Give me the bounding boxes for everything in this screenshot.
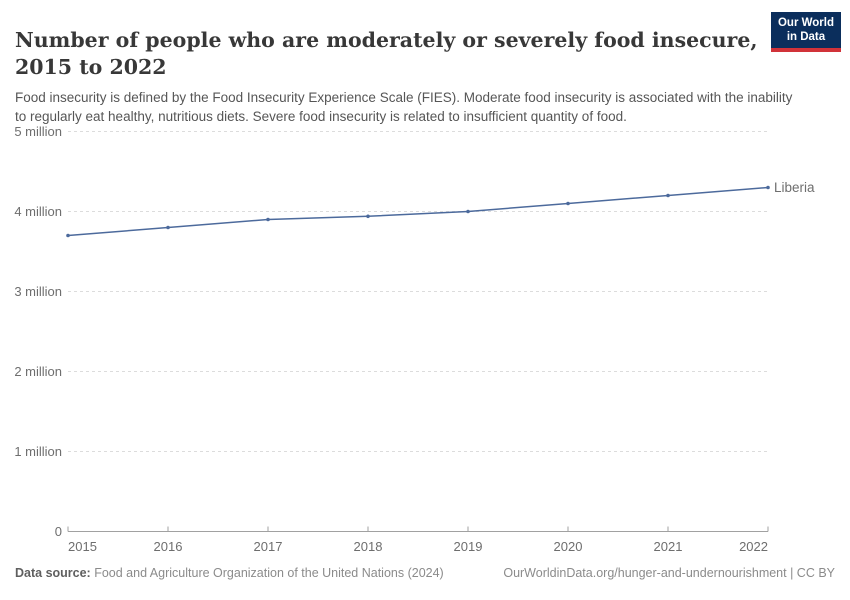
x-tick-label-2018: 2018 [354, 539, 383, 554]
data-source-text: Food and Agriculture Organization of the… [90, 566, 444, 580]
page-title-line2: 2015 to 2022 [15, 54, 167, 79]
data-point-2018[interactable] [366, 214, 370, 219]
data-point-2017[interactable] [266, 217, 270, 222]
data-point-2016[interactable] [166, 225, 170, 230]
y-tick-label: 0 [55, 524, 62, 539]
series-line-liberia[interactable] [67, 186, 769, 237]
owid-logo-line2: in Data [786, 30, 826, 43]
data-source: Data source: Food and Agriculture Organi… [15, 566, 444, 581]
x-tick-label-2016: 2016 [154, 539, 183, 554]
series-label[interactable]: Liberia [774, 180, 815, 195]
owid-logo[interactable]: Our World in Data [770, 12, 841, 52]
data-point-2015[interactable] [66, 233, 70, 238]
y-tick-label: 3 million [14, 284, 62, 299]
data-point-2022[interactable] [766, 185, 770, 190]
chart-subtitle: Food insecurity is defined by the Food I… [15, 89, 793, 125]
x-tick-label-2019: 2019 [454, 539, 483, 554]
y-tick-label: 2 million [14, 364, 62, 379]
x-tick-label-2021: 2021 [654, 539, 683, 554]
x-tick-label-2015: 2015 [68, 539, 97, 554]
chart-footer: Data source: Food and Agriculture Organi… [15, 566, 835, 581]
data-point-2021[interactable] [666, 193, 670, 198]
page-title: Number of people who are moderately or s… [15, 27, 758, 81]
x-tick-label-2017: 2017 [254, 539, 283, 554]
data-point-2019[interactable] [466, 209, 470, 214]
x-tick-label-2020: 2020 [554, 539, 583, 554]
x-tick-label-2022: 2022 [739, 539, 768, 554]
y-tick-label: 1 million [14, 444, 62, 459]
owid-logo-line1: Our World [777, 17, 834, 29]
attribution-link[interactable]: OurWorldinData.org/hunger-and-undernouri… [503, 566, 835, 580]
y-tick-label: 5 million [14, 124, 62, 139]
page-title-line1: Number of people who are moderately or s… [15, 27, 758, 52]
y-tick-label: 4 million [14, 204, 62, 219]
data-point-2020[interactable] [566, 201, 570, 206]
data-source-label: Data source: [15, 566, 91, 580]
